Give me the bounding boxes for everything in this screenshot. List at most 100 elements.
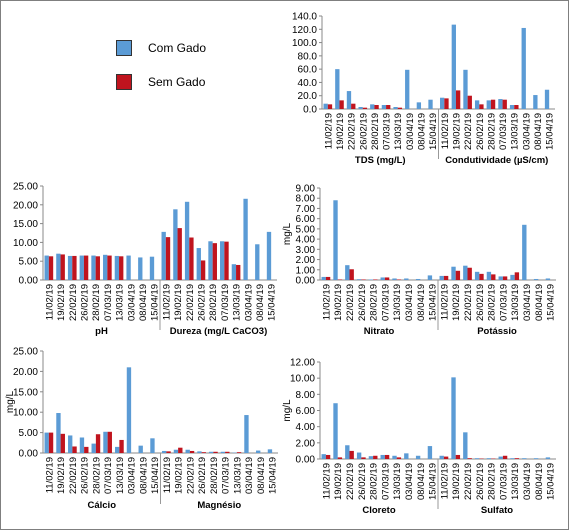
bar-com-gado xyxy=(244,415,249,453)
bar-sem-gado xyxy=(373,279,378,280)
x-tick-label: 13/03/19 xyxy=(392,463,403,500)
bar-sem-gado xyxy=(502,455,508,459)
group-label: TDS (mg/L) xyxy=(355,155,406,166)
bar-com-gado xyxy=(416,102,422,109)
bar-sem-gado xyxy=(502,276,508,280)
x-tick-label: 07/03/19 xyxy=(103,284,114,321)
x-tick-label: 13/03/19 xyxy=(232,284,243,321)
group-label: Dureza (mg/L CaCO3) xyxy=(170,326,267,337)
bar-sem-gado xyxy=(384,277,390,280)
y-axis-label: mg/L xyxy=(282,222,293,245)
bar-sem-gado xyxy=(396,457,402,459)
bar-com-gado xyxy=(256,450,261,453)
group-label: Potássio xyxy=(477,326,517,337)
x-tick-label: 08/04/19 xyxy=(534,463,545,500)
bar-com-gado xyxy=(335,69,340,109)
y-tick-label: 10.00 xyxy=(290,374,315,385)
x-tick-label: 03/04/19 xyxy=(522,284,533,321)
group-label: pH xyxy=(95,326,108,337)
x-tick-label: 22/02/19 xyxy=(345,463,356,500)
x-tick-label: 08/04/19 xyxy=(256,457,267,494)
bar-com-gado xyxy=(380,454,385,459)
y-axis-label: mg/L xyxy=(282,399,293,422)
x-tick-label: 26/02/19 xyxy=(79,284,90,321)
bar-com-gado xyxy=(173,209,178,280)
x-tick-label: 15/04/19 xyxy=(428,284,439,321)
x-tick-label: 26/02/19 xyxy=(358,113,369,150)
bar-sem-gado xyxy=(514,272,520,280)
x-tick-label: 03/04/19 xyxy=(522,463,533,500)
x-tick-label: 22/02/19 xyxy=(347,113,358,150)
bar-com-gado xyxy=(79,437,85,453)
bar-com-gado xyxy=(427,275,433,280)
bar-sem-gado xyxy=(514,458,520,459)
y-tick-label: 0.00 xyxy=(296,455,316,466)
bar-sem-gado xyxy=(201,452,206,453)
bar-com-gado xyxy=(184,201,190,280)
bar-com-gado xyxy=(510,274,515,280)
bar-com-gado xyxy=(404,278,409,280)
bar-com-gado xyxy=(345,265,350,280)
x-tick-label: 03/04/19 xyxy=(126,284,137,321)
x-tick-label: 07/03/19 xyxy=(498,284,509,321)
x-tick-label: 22/02/19 xyxy=(345,284,356,321)
bar-sem-gado xyxy=(236,264,241,280)
x-tick-label: 13/03/19 xyxy=(392,284,403,321)
bar-com-gado xyxy=(474,100,480,109)
y-tick-label: 4.00 xyxy=(296,235,316,246)
bar-sem-gado xyxy=(189,450,195,453)
bar-com-gado xyxy=(345,445,350,459)
bar-sem-gado xyxy=(72,446,77,453)
bar-com-gado xyxy=(173,449,179,453)
bar-com-gado xyxy=(463,69,468,109)
group-label: Magnésio xyxy=(197,500,241,511)
y-tick-label: 7.00 xyxy=(296,204,316,215)
bar-com-gado xyxy=(440,97,445,109)
bar-com-gado xyxy=(321,276,326,280)
x-tick-label: 22/02/19 xyxy=(185,284,196,321)
bar-sem-gado xyxy=(107,255,112,280)
bar-com-gado xyxy=(91,255,96,280)
x-tick-label: 08/04/19 xyxy=(416,284,427,321)
bar-com-gado xyxy=(185,449,190,453)
bar-com-gado xyxy=(428,99,433,109)
y-tick-label: 5.00 xyxy=(19,428,39,439)
bar-com-gado xyxy=(333,403,338,459)
y-axis-label: mg/L xyxy=(5,390,16,413)
bar-sem-gado xyxy=(396,279,402,280)
x-tick-label: 08/04/19 xyxy=(534,284,545,321)
bar-com-gado xyxy=(463,432,468,459)
x-tick-label: 28/02/19 xyxy=(91,457,102,494)
bar-com-gado xyxy=(321,454,326,459)
x-tick-label: 15/04/19 xyxy=(546,463,557,500)
bar-sem-gado xyxy=(349,450,354,459)
x-tick-label: 11/02/19 xyxy=(321,463,332,499)
bar-sem-gado xyxy=(213,451,218,453)
x-tick-label: 13/03/19 xyxy=(510,463,521,500)
bar-com-gado xyxy=(333,200,338,280)
bar-com-gado xyxy=(474,271,480,280)
legend-item-sem-gado: Sem Gado xyxy=(116,74,205,90)
x-tick-label: 03/04/19 xyxy=(244,457,255,494)
bar-sem-gado xyxy=(397,107,403,109)
bar-com-gado xyxy=(368,456,374,459)
bar-com-gado xyxy=(509,105,515,109)
bar-com-gado xyxy=(370,104,375,109)
bar-com-gado xyxy=(451,266,456,280)
bar-com-gado xyxy=(161,231,166,280)
bar-sem-gado xyxy=(514,105,519,109)
bar-sem-gado xyxy=(48,432,54,453)
bar-sem-gado xyxy=(362,107,368,109)
bar-sem-gado xyxy=(212,243,217,280)
x-tick-label: 19/02/19 xyxy=(451,284,462,321)
x-tick-label: 11/02/19 xyxy=(440,113,451,149)
legend-label-sem-gado: Sem Gado xyxy=(148,75,206,89)
y-tick-label: 120.0 xyxy=(292,25,317,36)
bar-sem-gado xyxy=(83,255,89,280)
legend-swatch-com-gado xyxy=(116,40,132,56)
bar-sem-gado xyxy=(225,451,230,453)
y-tick-label: 20.00 xyxy=(13,367,38,378)
y-tick-label: 40.0 xyxy=(298,78,318,89)
bar-sem-gado xyxy=(443,275,449,280)
bar-com-gado xyxy=(498,276,503,280)
